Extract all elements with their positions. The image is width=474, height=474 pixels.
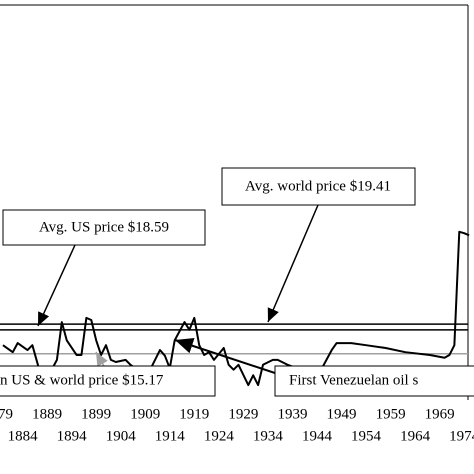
arrow [95,351,108,369]
x-tick-label: 1959 [376,406,406,422]
x-tick-label: 1934 [253,428,284,444]
annotation-box [0,365,216,397]
arrow [174,338,291,379]
x-tick-label: 1939 [277,406,307,422]
annotation: First Venezuelan oil s [289,372,418,388]
x-tick-label: 1974 [449,428,474,444]
x-tick-label: 1894 [57,428,88,444]
x-tick-label: 1919 [179,406,209,422]
x-tick-label: 1954 [351,428,382,444]
plot [0,230,470,387]
x-tick-label: 1914 [155,428,186,444]
annotation-box [2,209,206,246]
x-tick-label: 1964 [400,428,431,444]
x-tick-label: 1884 [8,428,39,444]
x-tick-label: 1924 [204,428,235,444]
annotation: Avg. US price $18.59 [39,219,169,235]
arrow [37,244,76,327]
x-tick-label: 1904 [106,428,137,444]
x-tick-label: 1949 [327,406,357,422]
x-tick-label: 1889 [32,406,62,422]
annotation: Avg. world price $19.41 [245,178,391,194]
x-tick-label: 1969 [425,406,455,422]
annotation-box [221,167,416,206]
x-tick-label: 1929 [228,406,258,422]
x-tick-label: 1944 [302,428,333,444]
price-line [2,230,470,387]
annotation: n US & world price $15.17 [0,372,164,388]
x-tick-label: 1879 [0,406,13,422]
x-tick-label: 1899 [81,406,111,422]
x-tick-label: 1909 [130,406,160,422]
arrow [267,204,319,323]
annotation-box [274,365,474,397]
